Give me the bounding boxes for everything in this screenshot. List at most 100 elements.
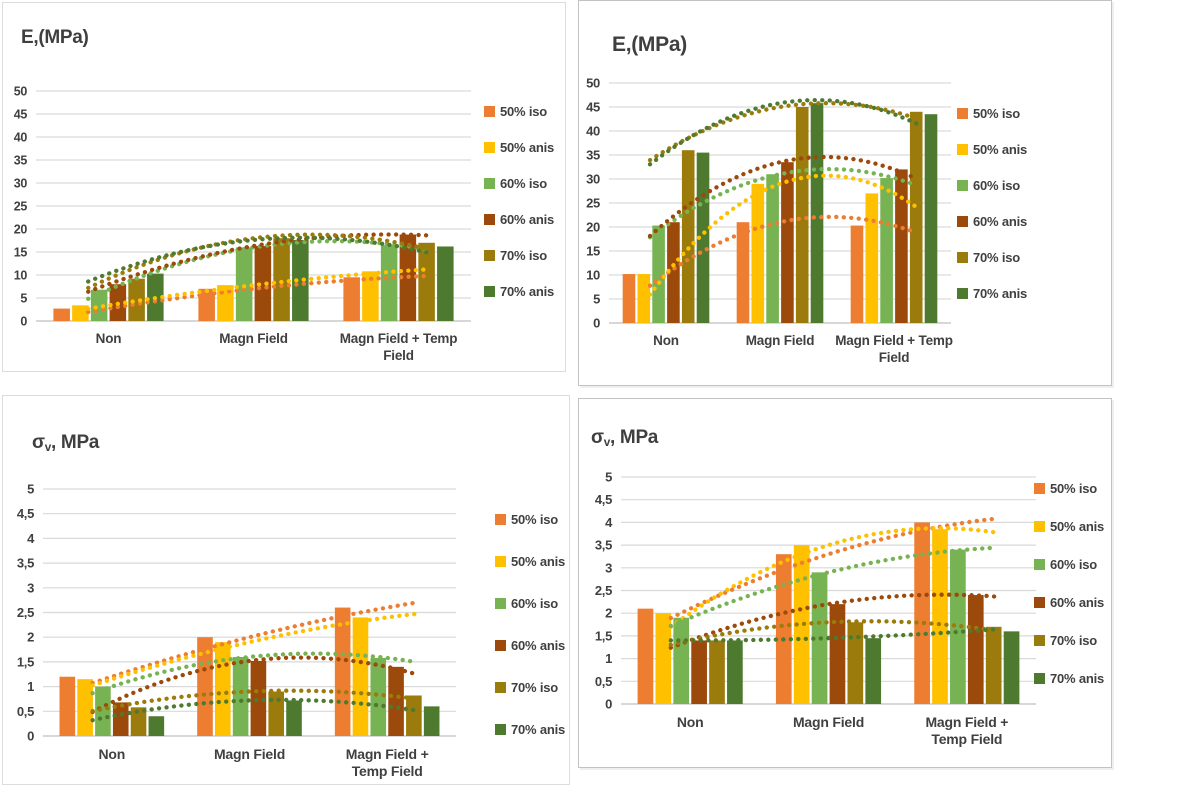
legend-label: 50% anis [500,139,555,155]
y-tick-label: 40 [586,124,600,139]
legend-label: 70% anis [500,283,555,299]
legend-label: 50% iso [500,103,548,119]
trendline-50iso [86,273,430,315]
legend-item: 50% anis [495,553,565,569]
bar-60anis-cat0 [691,640,707,704]
legend-item: 60% iso [495,595,565,611]
bar-50iso-cat1 [775,554,792,704]
y-tick-label: 35 [586,148,600,163]
x-category-label: Non [99,746,126,762]
legend-swatch-icon [957,179,968,191]
x-category-label: Magn Field [746,333,815,348]
x-category-label: Non [677,714,704,730]
legend-item: 60% anis [484,211,554,227]
y-tick-label: 1,5 [595,628,612,643]
legend-swatch-icon [495,555,506,567]
chart-plot-top-left: 0 5 10 15 20 25 30 35 40 45 50 Non Magn Field Magn Fi… [14,85,471,363]
bar-60iso-cat0 [652,225,665,323]
y-tick-label: 3 [27,580,34,595]
legend-label: 70% iso [511,679,559,695]
x-category-label: Magn Field [793,714,864,730]
chart-title: E,(MPa) [21,27,89,48]
legend-item: 70% iso [484,247,554,263]
y-tick-label: 2,5 [17,605,34,620]
legend-label: 70% anis [973,285,1028,301]
bar-50anis-cat0 [637,274,651,323]
legend-item: 70% anis [957,285,1027,301]
legend-swatch-icon [495,723,506,735]
legend-label: 70% iso [500,247,548,263]
legend-label: 60% iso [1050,556,1098,572]
y-tick-label: 20 [586,220,600,235]
chart-title: σv, MPa [591,427,659,449]
legend-label: 70% anis [1050,670,1105,686]
legend-item: 50% anis [1034,518,1104,534]
bar-70anis-cat0 [696,152,710,323]
bar-70iso-cat2 [418,242,435,321]
y-tick-label: 45 [14,108,28,122]
y-tick-label: 4 [27,531,35,546]
bar-60iso-cat1 [232,656,249,736]
bar-50anis-cat2 [932,529,948,704]
trendline-50iso [647,214,919,288]
x-category-label: Magn Field [214,746,285,762]
bar-70iso-cat0 [128,278,145,321]
bar-70iso-cat2 [985,626,1002,704]
trendline-60iso [90,651,417,696]
y-tick-label: 30 [586,172,600,187]
bar-70anis-cat1 [292,240,309,321]
y-tick-label: 2,5 [595,583,612,598]
bar-60iso-cat2 [380,245,398,321]
bar-50iso-cat2 [914,522,930,704]
bar-70anis-cat2 [423,706,440,736]
bar-60iso-cat0 [95,686,111,736]
bar-70iso-cat0 [709,640,725,704]
legend-swatch-icon [495,681,506,693]
legend-label: 60% anis [973,213,1028,229]
legend-swatch-icon [1034,672,1045,684]
legend-item: 50% iso [1034,480,1104,496]
legend-label: 50% anis [973,141,1028,157]
chart-title: E,(MPa) [612,33,687,56]
legend: 50% iso 50% anis 60% iso 60% anis 70% is… [495,511,565,737]
y-tick-label: 25 [14,200,28,214]
legend-swatch-icon [1034,558,1045,570]
legend-label: 60% anis [500,211,555,227]
legend-item: 50% anis [484,139,554,155]
bar-50anis-cat1 [751,183,765,323]
legend-label: 60% iso [511,595,559,611]
bar-50iso-cat0 [59,676,76,736]
y-tick-label: 0,5 [595,674,612,689]
trendline-60iso [647,166,919,240]
bar-60iso-cat1 [766,174,779,323]
legend-item: 50% iso [957,105,1027,121]
y-tick-label: 1,5 [17,654,34,669]
y-tick-label: 3,5 [17,556,34,571]
legend-item: 70% iso [495,679,565,695]
legend-item: 60% anis [957,213,1027,229]
y-tick-label: 15 [14,246,28,260]
legend-item: 50% iso [495,511,565,527]
legend: 50% iso 50% anis 60% iso 60% anis 70% is… [484,103,554,299]
legend-swatch-icon [957,107,968,119]
legend-label: 50% anis [1050,518,1105,534]
y-tick-label: 50 [14,85,28,99]
legend-swatch-icon [957,215,968,227]
y-tick-label: 0 [20,315,27,329]
y-tick-label: 5 [605,470,612,485]
legend-item: 70% iso [957,249,1027,265]
bar-60anis-cat1 [781,162,794,323]
bar-60iso-cat2 [370,657,387,736]
legend-item: 70% anis [484,283,554,299]
x-category-label: Magn Field + [925,714,1008,730]
y-tick-label: 2 [605,606,612,621]
x-category-label: Temp Field [931,731,1002,747]
trendline-70anis [90,697,417,723]
bar-50iso-cat2 [343,277,360,321]
y-tick-label: 4,5 [595,492,612,507]
bar-50anis-cat2 [352,617,369,736]
legend-label: 50% anis [511,553,566,569]
bar-70iso-cat1 [273,238,290,321]
bar-50anis-cat0 [655,613,672,704]
